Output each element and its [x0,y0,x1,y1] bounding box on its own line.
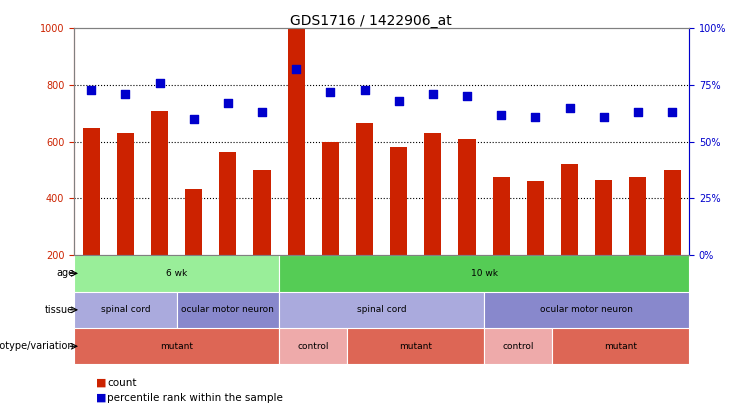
Text: spinal cord: spinal cord [357,305,406,314]
Point [325,89,336,95]
Point [256,109,268,115]
FancyBboxPatch shape [74,292,176,328]
Point [427,91,439,97]
Point [495,111,507,118]
Text: 6 wk: 6 wk [166,269,187,278]
Point [666,109,678,115]
FancyBboxPatch shape [74,255,279,292]
FancyBboxPatch shape [279,255,689,292]
Bar [595,180,612,255]
Bar [561,164,578,255]
Point [85,86,97,93]
Bar [425,133,442,255]
Text: mutant: mutant [160,342,193,351]
Text: ocular motor neuron: ocular motor neuron [182,305,274,314]
Text: spinal cord: spinal cord [101,305,150,314]
Bar [253,170,270,255]
Text: mutant: mutant [399,342,432,351]
Point [564,104,576,111]
Point [632,109,644,115]
FancyBboxPatch shape [348,328,484,364]
Text: ocular motor neuron: ocular motor neuron [540,305,633,314]
Point [359,86,370,93]
Point [393,98,405,104]
Point [290,66,302,72]
Text: mutant: mutant [605,342,637,351]
Bar [391,147,408,255]
Point [119,91,131,97]
FancyBboxPatch shape [279,328,348,364]
FancyBboxPatch shape [484,292,689,328]
Bar [219,152,236,255]
Text: age: age [56,269,74,278]
Point [529,113,541,120]
Point [222,100,234,107]
Bar [322,142,339,255]
Bar [629,177,646,255]
Text: tissue: tissue [45,305,74,315]
Bar [459,139,476,255]
Text: control: control [298,342,329,351]
Bar [527,181,544,255]
Point [187,116,199,122]
FancyBboxPatch shape [484,328,553,364]
Point [598,113,610,120]
Bar [83,128,100,255]
Bar [356,123,373,255]
Bar [117,133,134,255]
Text: control: control [502,342,534,351]
Text: ■: ■ [96,378,107,388]
FancyBboxPatch shape [553,328,689,364]
Bar [185,189,202,255]
Text: count: count [107,378,137,388]
Bar [663,170,680,255]
FancyBboxPatch shape [176,292,279,328]
Text: percentile rank within the sample: percentile rank within the sample [107,393,283,403]
FancyBboxPatch shape [74,328,279,364]
Bar [493,177,510,255]
Text: 10 wk: 10 wk [471,269,498,278]
Point [153,79,165,86]
Text: ■: ■ [96,393,107,403]
Text: GDS1716 / 1422906_at: GDS1716 / 1422906_at [290,14,451,28]
Bar [288,0,305,255]
Text: genotype/variation: genotype/variation [0,341,74,351]
Point [461,93,473,100]
Bar [151,111,168,255]
FancyBboxPatch shape [279,292,484,328]
